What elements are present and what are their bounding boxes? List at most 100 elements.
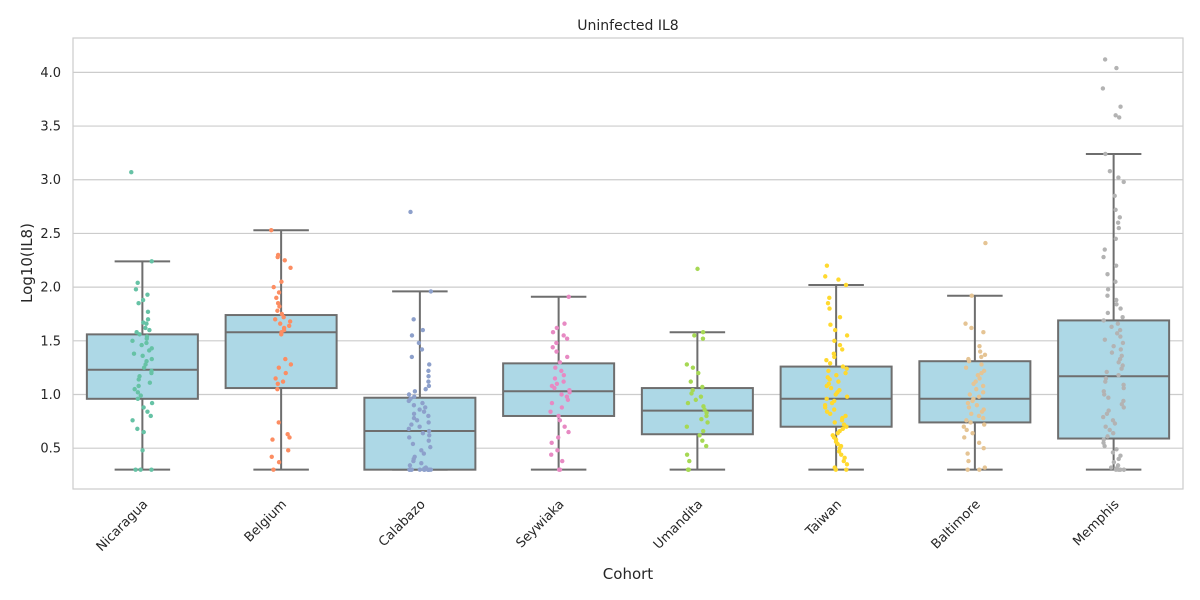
data-point: [977, 349, 983, 354]
data-point: [271, 467, 276, 472]
data-point: [144, 336, 149, 341]
data-point: [1115, 463, 1121, 468]
y-tick-label: 1.0: [40, 388, 61, 403]
data-point: [825, 301, 831, 306]
data-point: [832, 407, 837, 412]
data-point: [1114, 447, 1119, 452]
data-point: [550, 345, 555, 350]
data-point: [1102, 337, 1108, 342]
data-point: [409, 422, 414, 427]
data-point: [554, 349, 559, 354]
x-tick-label: Taiwan: [802, 497, 845, 540]
x-tick-label: Calabazo: [376, 497, 429, 550]
x-tick-label: Baltimore: [929, 497, 984, 552]
data-point: [421, 409, 427, 414]
data-point: [559, 392, 564, 397]
data-point: [555, 448, 560, 453]
data-point: [275, 386, 280, 392]
data-point: [280, 379, 286, 384]
data-point: [557, 360, 563, 365]
data-point: [562, 321, 567, 326]
data-point: [270, 437, 275, 442]
data-point: [407, 435, 412, 440]
data-point: [1121, 467, 1127, 472]
data-point: [833, 392, 838, 397]
data-point: [149, 400, 155, 406]
data-point: [144, 321, 149, 326]
data-point: [135, 426, 140, 432]
data-point: [149, 356, 154, 362]
data-point: [557, 418, 563, 423]
data-point: [693, 397, 699, 403]
data-point: [277, 321, 283, 326]
data-point: [561, 379, 566, 384]
data-point: [967, 392, 972, 397]
data-point: [411, 317, 416, 322]
data-point: [690, 365, 696, 370]
data-point: [829, 400, 835, 406]
y-tick-label: 3.0: [40, 173, 61, 188]
data-point: [1118, 467, 1123, 472]
y-tick-label: 1.5: [40, 334, 61, 349]
data-point: [565, 354, 570, 360]
data-point: [844, 333, 850, 338]
data-point: [1101, 254, 1106, 260]
x-axis-ticks: Nicaragua Belgium Calabazo Seywiaka Umandita…: [94, 497, 1123, 555]
data-point: [831, 351, 837, 356]
data-point: [974, 386, 979, 392]
data-point: [1104, 369, 1109, 375]
data-point: [562, 424, 567, 429]
data-point: [704, 413, 709, 419]
data-point: [141, 405, 146, 410]
x-tick-label: Seywiaka: [513, 497, 567, 551]
data-point: [688, 379, 693, 384]
data-point: [287, 435, 292, 440]
data-point: [147, 327, 152, 333]
data-point: [822, 405, 828, 410]
data-point: [965, 467, 970, 472]
data-point: [843, 370, 848, 376]
data-point: [980, 383, 986, 389]
data-point: [132, 386, 137, 392]
data-point: [979, 370, 984, 376]
data-point: [832, 354, 837, 360]
data-point: [279, 279, 284, 284]
data-point: [1111, 430, 1116, 436]
data-point: [1102, 57, 1108, 62]
data-point: [140, 448, 145, 453]
box-iqr: [363, 396, 477, 471]
data-point: [1118, 334, 1123, 339]
data-point: [561, 333, 566, 338]
data-point: [428, 467, 434, 472]
data-point: [140, 297, 146, 303]
y-axis-ticks: 0.5 1.0 1.5 2.0 2.5 3.0 3.5 4.0: [40, 66, 61, 457]
data-point: [687, 458, 692, 464]
data-point: [411, 403, 417, 408]
data-point: [981, 445, 986, 451]
data-point: [411, 458, 416, 464]
data-point: [837, 342, 843, 348]
x-tick-label: Belgium: [242, 497, 290, 545]
data-point: [1106, 408, 1111, 413]
data-point: [130, 418, 135, 423]
data-point: [1100, 414, 1106, 420]
data-point: [1109, 324, 1114, 330]
data-point: [970, 430, 975, 436]
data-point: [699, 417, 704, 422]
data-point: [553, 365, 558, 370]
data-point: [141, 365, 147, 370]
plot-area-frame: [72, 37, 1184, 490]
data-point: [1114, 297, 1119, 303]
data-point: [144, 340, 149, 346]
data-point: [138, 393, 143, 398]
data-point: [1103, 424, 1108, 429]
box-iqr: [224, 314, 338, 390]
data-point: [143, 325, 148, 331]
data-point: [149, 467, 154, 472]
data-point: [977, 467, 982, 472]
data-point: [1113, 236, 1118, 242]
data-point: [419, 461, 424, 466]
data-point: [833, 467, 839, 472]
data-point: [276, 365, 282, 370]
boxes: [85, 152, 1171, 471]
